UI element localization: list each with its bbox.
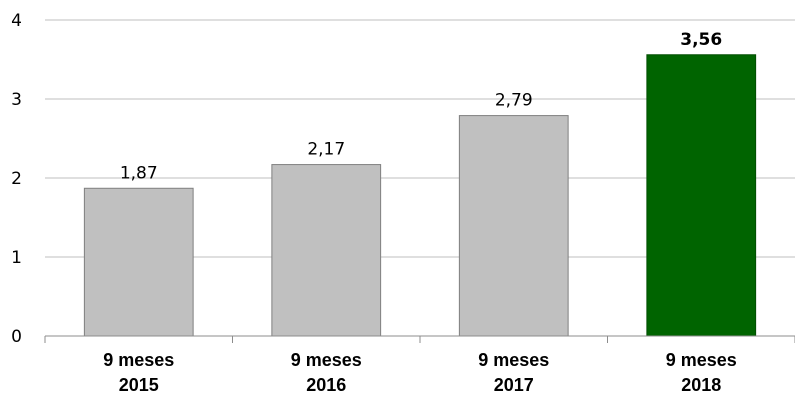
x-category-label-2-1: 2017 <box>494 375 534 395</box>
y-tick-label-4: 4 <box>11 11 22 31</box>
x-category-label-3-0: 9 meses <box>666 350 737 370</box>
y-tick-label-3: 3 <box>11 90 22 110</box>
y-tick-label-0: 0 <box>11 327 22 347</box>
axes: 0 1 2 3 4 <box>11 11 795 347</box>
labels: 1,87 9 meses 2015 2,17 9 meses 2016 2,79 9 mese… <box>103 30 737 395</box>
x-category-label-1-0: 9 meses <box>291 350 362 370</box>
x-category-label-3-1: 2018 <box>681 375 721 395</box>
x-category-label-0-1: 2015 <box>119 375 159 395</box>
bars <box>83 54 757 337</box>
x-category-label-2-0: 9 meses <box>478 350 549 370</box>
bar-1 <box>271 164 382 337</box>
y-tick-label-2: 2 <box>11 169 22 189</box>
data-label-1: 2,17 <box>307 140 345 160</box>
x-category-label-1-1: 2016 <box>306 375 346 395</box>
data-label-0: 1,87 <box>120 163 158 183</box>
data-label-3: 3,56 <box>680 30 722 50</box>
x-category-label-0-0: 9 meses <box>103 350 174 370</box>
y-tick-label-1: 1 <box>11 248 22 268</box>
bar-2 <box>458 115 569 337</box>
bar-3 <box>646 54 757 337</box>
data-label-2: 2,79 <box>495 91 533 111</box>
bar-0 <box>83 187 194 337</box>
